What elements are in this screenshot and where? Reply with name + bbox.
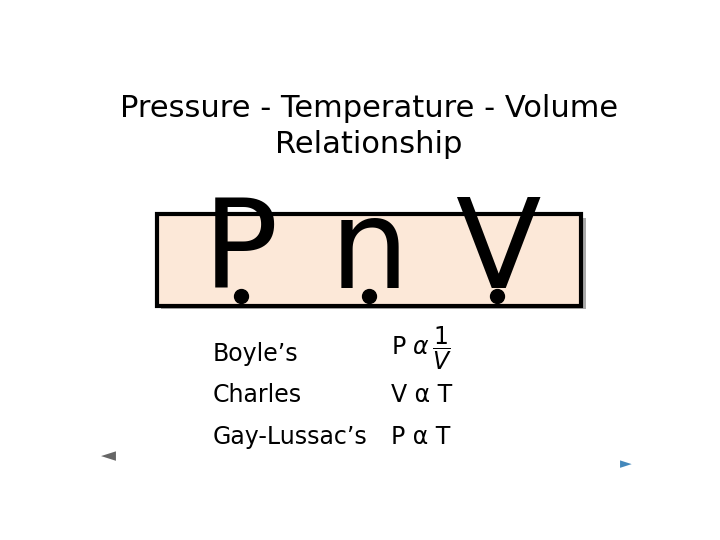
FancyBboxPatch shape (161, 218, 585, 309)
Text: Gay-Lussac’s: Gay-Lussac’s (213, 425, 367, 449)
Text: P $\alpha\,\dfrac{1}{V}$: P $\alpha\,\dfrac{1}{V}$ (392, 325, 452, 373)
Text: ►: ► (619, 456, 631, 471)
Text: Pressure - Temperature - Volume
Relationship: Pressure - Temperature - Volume Relation… (120, 94, 618, 159)
Text: V α T: V α T (392, 383, 453, 407)
Text: ◄: ◄ (101, 446, 116, 465)
Text: Charles: Charles (213, 383, 302, 407)
Text: P: P (203, 193, 279, 314)
Text: P α T: P α T (392, 425, 451, 449)
Text: Boyle’s: Boyle’s (213, 342, 298, 366)
FancyBboxPatch shape (157, 214, 581, 306)
Text: n: n (329, 193, 409, 314)
Text: V: V (454, 193, 540, 314)
